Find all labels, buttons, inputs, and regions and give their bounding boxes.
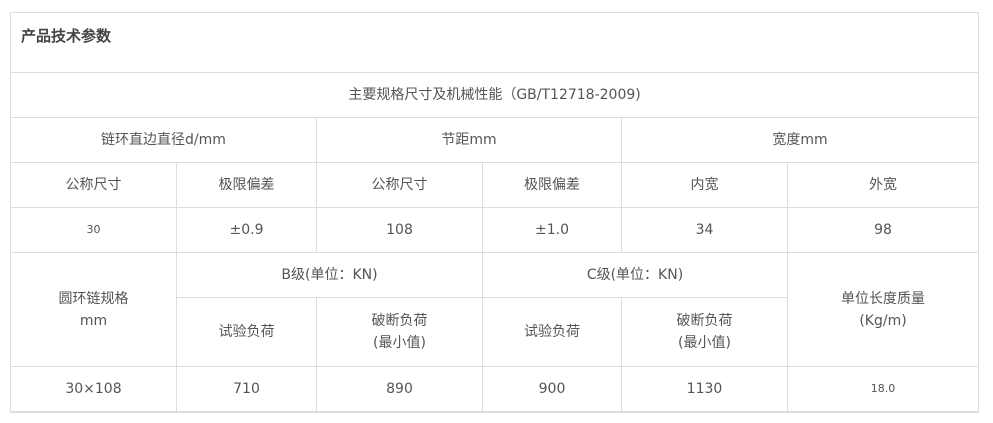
header-c-grade: C级(单位：KN) xyxy=(482,252,788,298)
header-c-test: 试验负荷 xyxy=(482,297,622,367)
table-cell: 34 xyxy=(621,207,788,253)
header-b-test: 试验负荷 xyxy=(176,297,317,367)
table-cell: 890 xyxy=(316,366,483,412)
table-cell: 18.0 xyxy=(786,366,980,412)
table-cell: 98 xyxy=(786,207,980,253)
header-cell: 外宽 xyxy=(786,162,980,208)
header-cell: 公称尺寸 xyxy=(10,162,177,208)
table-cell: 30×108 xyxy=(10,366,177,412)
table-row: 圆环链规格 mm B级(单位：KN) C级(单位：KN) 单位长度质量 (Kg/m) xyxy=(10,252,980,367)
break-min: (最小值) xyxy=(678,335,731,351)
break-label: 破断负荷 xyxy=(676,313,733,329)
header-pitch: 节距mm xyxy=(316,117,622,163)
table-cell: 900 xyxy=(482,366,622,412)
table-cell: 30 xyxy=(10,207,177,253)
panel-title: 产品技术参数 xyxy=(11,13,978,73)
header-cell: 公称尺寸 xyxy=(316,162,483,208)
header-cell: 极限偏差 xyxy=(176,162,317,208)
header-mass: 单位长度质量 (Kg/m) xyxy=(786,252,980,367)
mass-label: 单位长度质量 xyxy=(841,290,926,307)
table-row: 试验负荷 破断负荷 (最小值) 试验负荷 破断负荷 (最小值) xyxy=(11,297,979,367)
header-diameter: 链环直边直径d/mm xyxy=(10,117,317,163)
spec-label: 圆环链规格 xyxy=(58,290,129,307)
header-b-grade: B级(单位：KN) xyxy=(176,252,483,298)
table-cell: 710 xyxy=(176,366,317,412)
table-row: 30×108 710 890 900 1130 18.0 xyxy=(10,366,980,412)
spec-unit: mm xyxy=(79,312,108,329)
table-row: 30 ±0.9 108 ±1.0 34 98 xyxy=(10,207,980,253)
table-cell: 108 xyxy=(316,207,483,253)
header-b-break: 破断负荷 (最小值) xyxy=(316,297,483,367)
table-caption: 主要规格尺寸及机械性能（GB/T12718-2009) xyxy=(9,73,980,118)
break-label: 破断负荷 xyxy=(371,313,428,329)
header-c-break: 破断负荷 (最小值) xyxy=(621,297,788,367)
header-cell: 内宽 xyxy=(621,162,788,208)
header-spec: 圆环链规格 mm xyxy=(10,252,177,367)
table-cell: ±0.9 xyxy=(176,207,317,253)
header-width: 宽度mm xyxy=(620,117,980,163)
spec-table: 主要规格尺寸及机械性能（GB/T12718-2009) 链环直边直径d/mm 节… xyxy=(9,73,980,412)
table-row: 公称尺寸 极限偏差 公称尺寸 极限偏差 内宽 外宽 xyxy=(10,162,980,208)
table-cell: 1130 xyxy=(621,366,788,412)
header-cell: 极限偏差 xyxy=(482,162,622,208)
break-min: (最小值) xyxy=(373,335,426,351)
table-row: 主要规格尺寸及机械性能（GB/T12718-2009) xyxy=(9,73,980,118)
table-row: 链环直边直径d/mm 节距mm 宽度mm xyxy=(10,117,980,163)
product-spec-panel: 产品技术参数 主要规格尺寸及机械性能（GB/T12718-2009) 链环直边直… xyxy=(9,12,980,413)
mass-unit: (Kg/m) xyxy=(859,312,907,329)
table-cell: ±1.0 xyxy=(482,207,622,253)
